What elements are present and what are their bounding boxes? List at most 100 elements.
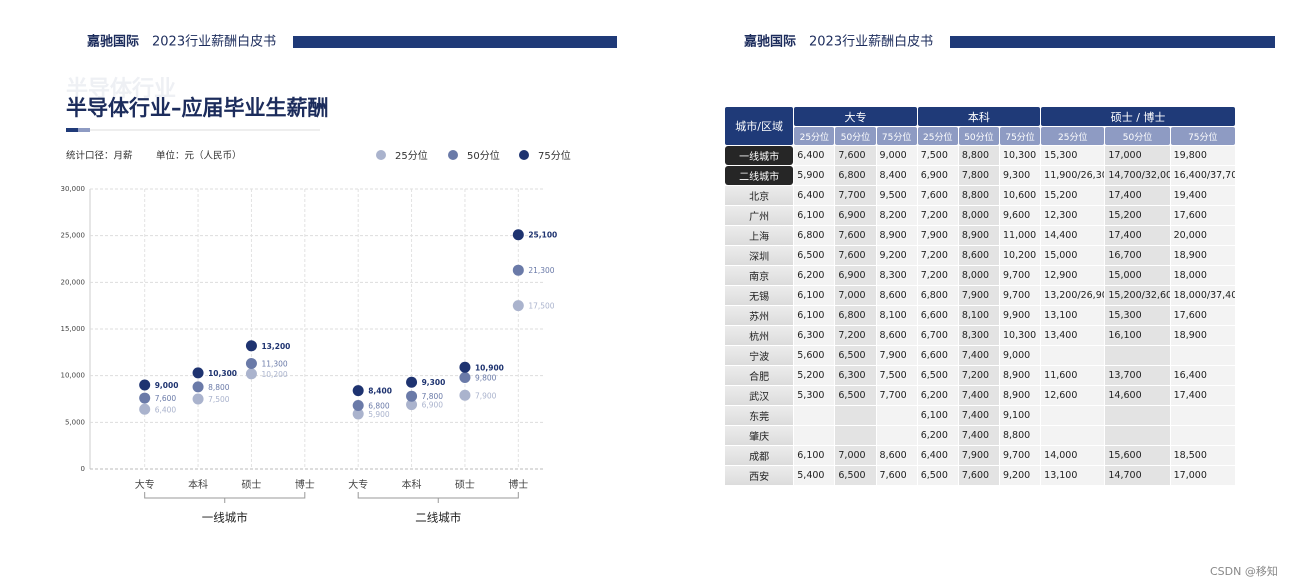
city-cell: 二线城市	[725, 166, 794, 185]
legend-marker	[376, 150, 386, 160]
value-label: 7,600	[155, 394, 177, 403]
value-cell: 9,600	[999, 206, 1041, 225]
table-row: 杭州 6,300 7,200 8,600 6,700 8,300 10,300 13,400 1…	[725, 326, 1235, 345]
value-cell: 14,600	[1105, 386, 1170, 405]
value-cell: 18,900	[1170, 326, 1235, 345]
value-cell: 6,800	[917, 286, 958, 305]
value-cell: 14,400	[1041, 226, 1105, 245]
city-cell: 上海	[725, 226, 794, 245]
value-cell	[1041, 426, 1105, 445]
value-cell: 15,200	[1105, 206, 1170, 225]
value-label: 6,800	[368, 402, 390, 411]
y-tick-label: 0	[81, 465, 85, 473]
table-row: 广州 6,100 6,900 8,200 7,200 8,000 9,600 12,300 15…	[725, 206, 1235, 225]
group-label: 二线城市	[415, 511, 461, 525]
city-cell: 一线城市	[725, 146, 794, 165]
legend-marker	[448, 150, 458, 160]
note: 统计口径：月薪	[66, 150, 133, 162]
value-cell: 7,200	[917, 206, 958, 225]
table-row: 二线城市 5,900 6,800 8,400 6,900 7,800 9,300 11,900…	[725, 166, 1235, 185]
value-label: 7,500	[208, 395, 230, 404]
value-cell	[1170, 406, 1235, 425]
header-cell: 大专	[794, 107, 917, 126]
value-cell: 7,900	[917, 226, 958, 245]
value-cell: 16,400	[1170, 366, 1235, 385]
dot	[352, 400, 364, 412]
y-tick-label: 25,000	[61, 232, 86, 240]
value-cell	[1105, 346, 1170, 365]
value-cell: 7,400	[958, 346, 999, 365]
subheader-cell: 75分位	[876, 127, 917, 145]
x-tick-label: 博士	[295, 478, 315, 491]
dot	[459, 372, 471, 384]
value-cell: 9,700	[999, 266, 1041, 285]
value-cell: 8,900	[958, 226, 999, 245]
table-row: 无锡 6,100 7,000 8,600 6,800 7,900 9,700 13,200/2…	[725, 286, 1235, 305]
value-cell	[1041, 406, 1105, 425]
value-cell: 6,400	[917, 446, 958, 465]
value-cell: 15,200/32,600	[1105, 286, 1170, 305]
value-cell	[1170, 426, 1235, 445]
value-cell: 17,600	[1170, 206, 1235, 225]
value-cell: 13,100	[1041, 466, 1105, 485]
value-cell: 8,300	[958, 326, 999, 345]
value-label: 9,300	[422, 378, 446, 387]
value-cell: 6,200	[794, 266, 835, 285]
value-cell: 8,300	[876, 266, 917, 285]
table-row: 西安 5,400 6,500 7,600 6,500 7,600 9,200 13,100 14…	[725, 466, 1235, 485]
city-cell: 肇庆	[725, 426, 794, 445]
dot	[245, 340, 257, 352]
table-row: 南京 6,200 6,900 8,300 7,200 8,000 9,700 12,900 15…	[725, 266, 1235, 285]
subheader-cell: 50分位	[958, 127, 999, 145]
value-cell: 13,700	[1105, 366, 1170, 385]
value-cell: 7,500	[917, 146, 958, 165]
subheader-row: 25分位 50分位 75分位 25分位 50分位 75分位 25分位 50分位 75分位	[725, 127, 1235, 145]
subheader-cell: 50分位	[1105, 127, 1170, 145]
value-cell: 7,200	[917, 246, 958, 265]
value-cell: 6,100	[794, 286, 835, 305]
value-cell: 8,900	[999, 366, 1041, 385]
legend-marker	[519, 150, 529, 160]
value-cell: 15,200	[1041, 186, 1105, 205]
value-cell: 8,600	[876, 286, 917, 305]
value-cell: 9,100	[999, 406, 1041, 425]
dot	[192, 367, 204, 379]
value-label: 5,900	[368, 410, 390, 419]
value-cell: 6,900	[917, 166, 958, 185]
value-cell: 18,000	[1170, 266, 1235, 285]
value-cell	[835, 426, 876, 445]
dot	[139, 403, 151, 415]
city-cell: 深圳	[725, 246, 794, 265]
value-label: 9,000	[155, 381, 179, 390]
value-label: 11,300	[261, 360, 287, 369]
value-cell: 19,400	[1170, 186, 1235, 205]
value-cell: 7,400	[958, 386, 999, 405]
value-cell: 5,400	[794, 466, 835, 485]
value-cell: 8,800	[958, 186, 999, 205]
value-cell	[835, 406, 876, 425]
value-cell: 7,700	[835, 186, 876, 205]
value-cell: 6,200	[917, 426, 958, 445]
value-cell: 7,900	[958, 286, 999, 305]
y-tick-label: 15,000	[61, 325, 86, 333]
value-cell: 12,600	[1041, 386, 1105, 405]
header-title: 2023行业薪酬白皮书	[152, 34, 276, 50]
table-row: 苏州 6,100 6,800 8,100 6,600 8,100 9,900 13,100 15…	[725, 306, 1235, 325]
value-cell: 6,600	[917, 346, 958, 365]
table-row: 武汉 5,300 6,500 7,700 6,200 7,400 8,900 12,600 14…	[725, 386, 1235, 405]
x-tick-label: 大专	[135, 478, 155, 491]
dot	[352, 408, 364, 420]
y-tick-label: 20,000	[61, 278, 86, 286]
value-cell: 13,200/26,900	[1041, 286, 1105, 305]
header-bar	[950, 36, 1275, 48]
value-cell: 9,700	[999, 446, 1041, 465]
value-label: 8,400	[368, 387, 392, 396]
value-label: 21,300	[528, 266, 554, 275]
value-cell: 7,500	[876, 366, 917, 385]
dot	[139, 392, 151, 404]
value-cell	[794, 426, 835, 445]
value-cell: 6,100	[917, 406, 958, 425]
value-cell: 6,500	[794, 246, 835, 265]
value-label: 6,900	[422, 401, 444, 410]
